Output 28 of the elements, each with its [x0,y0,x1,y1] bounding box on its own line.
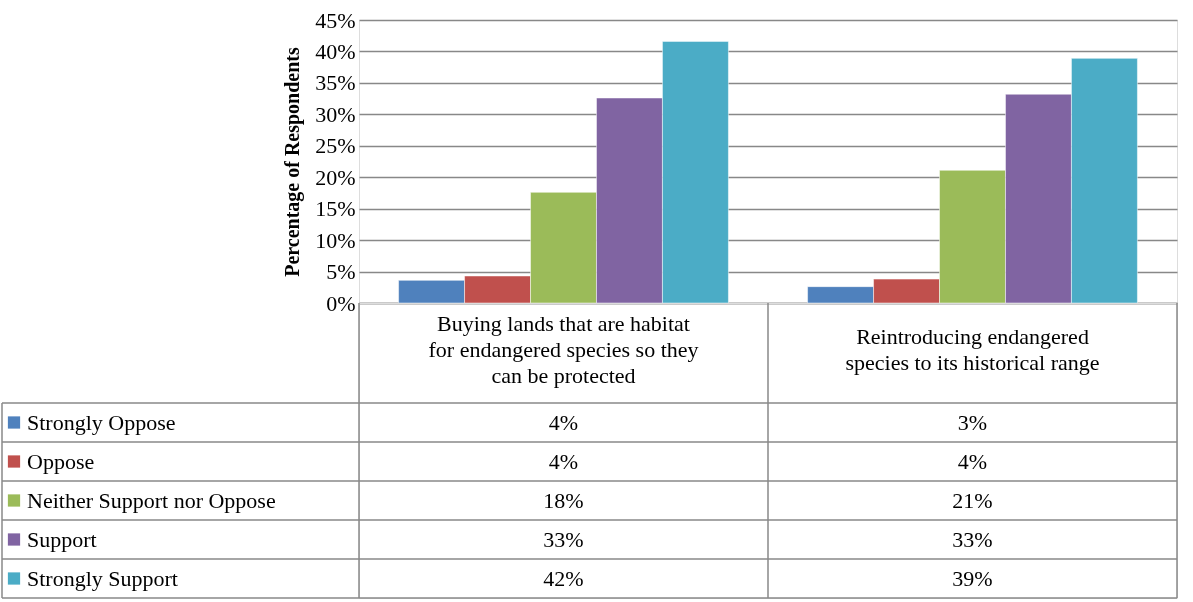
y-tick-label: 10% [315,227,356,253]
y-axis-title: Percentage of Respondents [281,46,305,277]
data-label: 4% [548,448,579,474]
y-tick-label: 0% [326,290,356,316]
legend-label: Strongly Oppose [27,409,176,435]
data-label: 4% [957,448,988,474]
y-tick-label: 25% [315,133,356,159]
y-tick-label: 45% [315,7,356,33]
data-label: 42% [543,565,584,591]
y-tick-label: 40% [315,38,356,64]
y-tick-label: 30% [315,101,356,127]
legend-label: Support [27,526,97,552]
data-label: 39% [952,565,993,591]
data-label: 21% [952,487,993,513]
y-tick-label: 5% [326,259,356,285]
data-label: 18% [543,487,584,513]
data-label: 4% [548,409,579,435]
x-tick-label: Buying lands that are habitat for endangered species so they can be protected [428,311,699,388]
legend-label: Neither Support nor Oppose [27,487,276,513]
data-label: 3% [957,409,988,435]
y-tick-label: 20% [315,164,356,190]
data-label: 33% [952,526,993,552]
legend-label: Oppose [27,448,95,474]
y-tick-label: 35% [315,70,356,96]
x-tick-label: Reintroducing endangered species to its historical range [845,324,1100,375]
legend-label: Strongly Support [27,565,178,591]
data-label: 33% [543,526,584,552]
y-tick-label: 15% [315,196,356,222]
